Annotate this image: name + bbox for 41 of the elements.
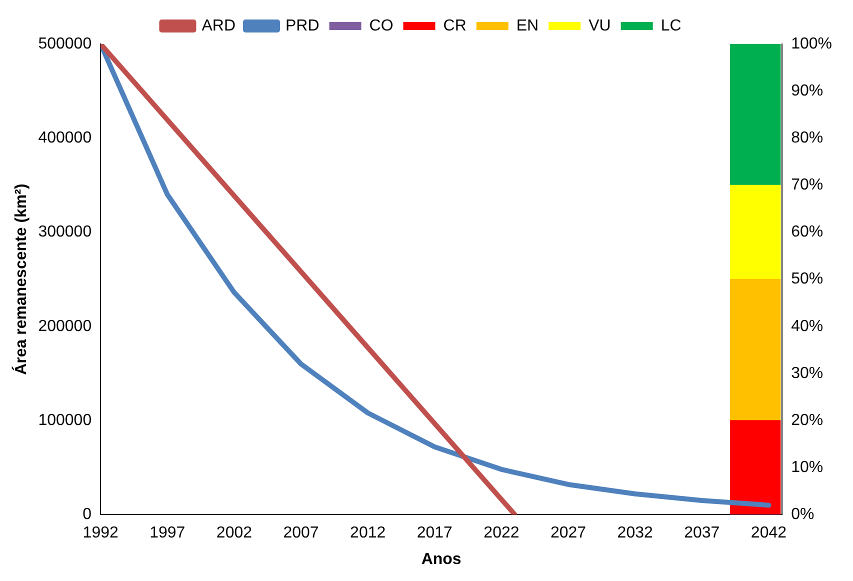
legend-label: CR — [443, 17, 466, 34]
x-tick-label: 2027 — [550, 524, 586, 542]
legend-label: LC — [660, 17, 682, 34]
y2-tick-label: 60% — [791, 224, 824, 241]
x-axis-title: Anos — [421, 550, 462, 568]
x-tick-label: 1992 — [82, 524, 118, 542]
x-tick-label: 2037 — [684, 524, 720, 542]
y-tick-label: 300000 — [38, 224, 92, 241]
y-axis-title: Área remanescente (km²) — [11, 184, 30, 375]
x-tick-label: 2022 — [484, 524, 520, 542]
bar — [730, 184, 781, 280]
bar — [730, 44, 781, 186]
x-tick-label: 2032 — [617, 524, 653, 542]
y2-tick-label: 100% — [791, 35, 832, 52]
y2-tick-label: 20% — [791, 412, 824, 429]
y2-tick-label: 50% — [791, 270, 824, 288]
y2-tick-label: 70% — [791, 176, 824, 194]
y-tick-label: 0 — [82, 506, 92, 524]
bar — [730, 278, 781, 421]
x-tick-label: 2007 — [283, 524, 319, 542]
legend-label: CO — [369, 17, 394, 34]
legend-label: ARD — [202, 17, 236, 34]
x-tick-label: 1997 — [150, 524, 186, 542]
y-tick-label: 100000 — [38, 412, 92, 429]
legend-label: EN — [516, 17, 539, 34]
y2-tick-label: 90% — [791, 82, 824, 100]
y2-tick-label: 80% — [791, 130, 824, 147]
y-tick-label: 200000 — [38, 318, 92, 335]
y2-tick-label: 10% — [791, 458, 824, 476]
y-tick-label: 500000 — [38, 35, 92, 52]
y-tick-label: 400000 — [38, 130, 92, 147]
bar — [730, 420, 781, 515]
x-tick-label: 2042 — [750, 524, 787, 542]
legend-label: PRD — [285, 17, 320, 34]
y2-tick-label: 40% — [791, 318, 824, 335]
y2-tick-label: 30% — [791, 364, 824, 382]
x-tick-label: 2002 — [216, 524, 252, 542]
x-tick-label: 2017 — [416, 524, 453, 542]
x-tick-label: 2012 — [350, 524, 386, 542]
legend-label: VU — [588, 17, 611, 34]
y2-tick-label: 0% — [791, 506, 814, 524]
